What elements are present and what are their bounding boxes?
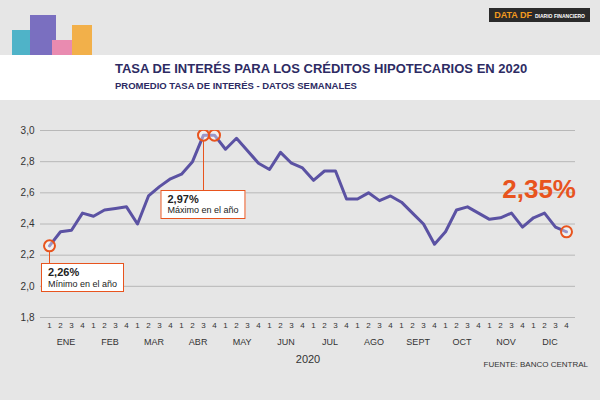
html-text:DATA DF DIARIO FINANCIERO: DATA DF DIARIO FINANCIERO bbox=[494, 10, 585, 20]
svg-text:4: 4 bbox=[344, 321, 349, 330]
svg-text:2: 2 bbox=[234, 321, 239, 330]
svg-text:4: 4 bbox=[256, 321, 261, 330]
svg-text:1: 1 bbox=[47, 321, 52, 330]
svg-text:2: 2 bbox=[454, 321, 459, 330]
svg-text:3: 3 bbox=[201, 321, 206, 330]
svg-text:1: 1 bbox=[135, 321, 140, 330]
svg-text:2: 2 bbox=[410, 321, 415, 330]
svg-text:JUN: JUN bbox=[277, 337, 295, 347]
svg-text:AGO: AGO bbox=[364, 337, 384, 347]
svg-text:4: 4 bbox=[212, 321, 217, 330]
html-text:Máximo en el año: Máximo en el año bbox=[167, 205, 239, 216]
svg-text:4: 4 bbox=[476, 321, 481, 330]
html-text:TASA DE INTERÉS PARA LOS CRÉDI: TASA DE INTERÉS PARA LOS CRÉDITOS HIPOTE… bbox=[115, 61, 528, 76]
svg-text:3: 3 bbox=[421, 321, 426, 330]
svg-text:2,0: 2,0 bbox=[21, 281, 35, 292]
html-text:Mínimo en el año: Mínimo en el año bbox=[48, 279, 117, 289]
svg-text:ABR: ABR bbox=[189, 337, 208, 347]
svg-text:1: 1 bbox=[487, 321, 492, 330]
svg-text:3: 3 bbox=[553, 321, 558, 330]
svg-text:3: 3 bbox=[509, 321, 514, 330]
html-text:FUENTE: BANCO CENTRAL: FUENTE: BANCO CENTRAL bbox=[483, 360, 588, 369]
html-text:2,97%: 2,97% bbox=[167, 192, 199, 205]
svg-text:2: 2 bbox=[542, 321, 547, 330]
svg-text:1: 1 bbox=[399, 321, 404, 330]
svg-text:1: 1 bbox=[223, 321, 228, 330]
svg-text:2: 2 bbox=[498, 321, 503, 330]
svg-text:4: 4 bbox=[124, 321, 129, 330]
svg-text:2,2: 2,2 bbox=[21, 249, 35, 260]
svg-text:3: 3 bbox=[377, 321, 382, 330]
svg-text:1,8: 1,8 bbox=[21, 312, 35, 323]
svg-text:4: 4 bbox=[432, 321, 437, 330]
svg-text:3: 3 bbox=[465, 321, 470, 330]
svg-text:2: 2 bbox=[146, 321, 151, 330]
svg-text:2: 2 bbox=[102, 321, 107, 330]
svg-text:1: 1 bbox=[355, 321, 360, 330]
svg-text:1: 1 bbox=[531, 321, 536, 330]
html-text:2,26%: 2,26% bbox=[48, 266, 80, 279]
svg-text:3: 3 bbox=[245, 321, 250, 330]
svg-text:1: 1 bbox=[179, 321, 184, 330]
svg-text:3: 3 bbox=[113, 321, 118, 330]
svg-text:2: 2 bbox=[366, 321, 371, 330]
svg-text:4: 4 bbox=[388, 321, 393, 330]
svg-text:3: 3 bbox=[157, 321, 162, 330]
svg-text:JUL: JUL bbox=[322, 337, 338, 347]
svg-text:1: 1 bbox=[267, 321, 272, 330]
svg-text:2: 2 bbox=[278, 321, 283, 330]
svg-text:DIC: DIC bbox=[542, 337, 558, 347]
svg-text:2,4: 2,4 bbox=[21, 218, 35, 229]
html-text:PROMEDIO TASA DE INTERÉS - DAT: PROMEDIO TASA DE INTERÉS - DATOS SEMANAL… bbox=[115, 80, 357, 91]
svg-text:MAR: MAR bbox=[144, 337, 165, 347]
svg-text:1: 1 bbox=[91, 321, 96, 330]
html-text:2,35%: 2,35% bbox=[502, 174, 576, 205]
svg-text:3: 3 bbox=[289, 321, 294, 330]
svg-text:4: 4 bbox=[520, 321, 525, 330]
svg-text:2: 2 bbox=[322, 321, 327, 330]
svg-text:NOV: NOV bbox=[496, 337, 516, 347]
svg-text:4: 4 bbox=[168, 321, 173, 330]
svg-text:3: 3 bbox=[333, 321, 338, 330]
svg-text:3: 3 bbox=[69, 321, 74, 330]
svg-text:1: 1 bbox=[311, 321, 316, 330]
svg-text:OCT: OCT bbox=[453, 337, 473, 347]
svg-text:ENE: ENE bbox=[57, 337, 76, 347]
svg-text:2: 2 bbox=[190, 321, 195, 330]
svg-text:4: 4 bbox=[564, 321, 569, 330]
svg-text:MAY: MAY bbox=[233, 337, 252, 347]
svg-text:SEPT: SEPT bbox=[406, 337, 430, 347]
svg-text:FEB: FEB bbox=[101, 337, 119, 347]
svg-text:3,0: 3,0 bbox=[21, 125, 35, 136]
svg-text:2: 2 bbox=[58, 321, 63, 330]
svg-text:1: 1 bbox=[443, 321, 448, 330]
svg-text:4: 4 bbox=[80, 321, 85, 330]
svg-text:2,6: 2,6 bbox=[21, 187, 35, 198]
svg-text:4: 4 bbox=[300, 321, 305, 330]
svg-text:2020: 2020 bbox=[296, 353, 320, 365]
svg-text:2,8: 2,8 bbox=[21, 156, 35, 167]
